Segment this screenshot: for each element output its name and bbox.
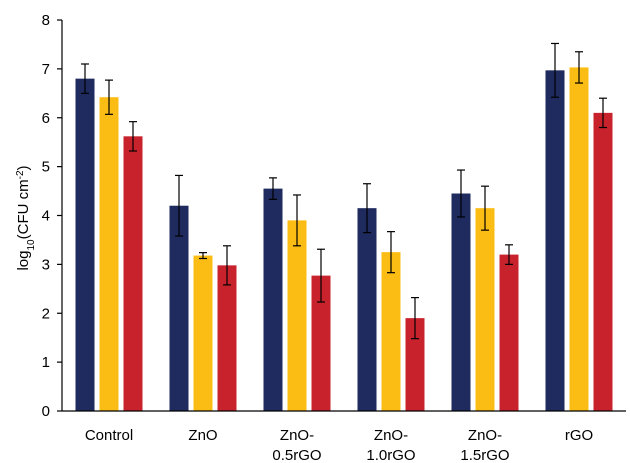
bar xyxy=(75,78,95,412)
x-category-label: ZnO- 1.5rGO xyxy=(460,427,509,463)
y-tick-label: 8 xyxy=(42,12,50,29)
x-axis-category-labels: Control ZnO ZnO- 0.5rGO ZnO- 1.0rGO ZnO- 1.5rGO… xyxy=(85,427,593,463)
bar xyxy=(545,70,565,411)
x-category-label-line: ZnO- xyxy=(468,427,502,444)
y-axis-title-suffix: ) xyxy=(15,165,32,170)
y-axis-title-middle: (CFU cm xyxy=(15,179,32,239)
bar xyxy=(475,208,495,411)
y-tick-label: 0 xyxy=(42,403,50,420)
x-category-label-line: rGO xyxy=(565,427,593,444)
x-category-label-line: 1.5rGO xyxy=(460,447,509,463)
bar xyxy=(405,318,425,411)
y-tick-label: 2 xyxy=(42,305,50,322)
bar xyxy=(569,67,589,411)
error-bars xyxy=(81,42,607,340)
x-category-label-line: 1.0rGO xyxy=(366,447,415,463)
bar xyxy=(263,188,283,411)
x-category-label: ZnO xyxy=(188,427,217,444)
bar xyxy=(593,112,613,412)
x-category-label: rGO xyxy=(565,427,593,444)
bar xyxy=(357,208,377,411)
x-category-label-line: ZnO xyxy=(188,427,217,444)
x-category-label: Control xyxy=(85,427,133,444)
bar xyxy=(169,205,189,411)
y-axis-title-subscript: 10 xyxy=(26,239,37,251)
x-category-label-line: ZnO- xyxy=(374,427,408,444)
x-category-label-line: ZnO- xyxy=(280,427,314,444)
bar xyxy=(123,136,143,411)
y-tick-label: 7 xyxy=(42,61,50,78)
y-axis-title-prefix: log xyxy=(15,251,32,271)
x-category-label-line: 0.5rGO xyxy=(272,447,321,463)
bar xyxy=(499,254,519,411)
y-tick-label: 1 xyxy=(42,354,50,371)
y-tick-label: 5 xyxy=(42,159,50,176)
x-category-label: ZnO- 1.0rGO xyxy=(366,427,415,463)
bar xyxy=(311,275,331,411)
y-tick-label: 6 xyxy=(42,110,50,127)
x-category-label-line: Control xyxy=(85,427,133,444)
y-axis-ticks: 0 1 2 3 4 5 6 7 8 xyxy=(42,12,62,420)
bar xyxy=(193,255,213,411)
bars xyxy=(75,67,613,412)
y-tick-label: 4 xyxy=(42,208,50,225)
y-tick-label: 3 xyxy=(42,256,50,273)
y-axis-title: log10(CFU cm-2) xyxy=(15,165,37,270)
bar xyxy=(381,252,401,411)
bar xyxy=(451,193,471,411)
bar xyxy=(217,265,237,411)
y-axis-title-superscript: -2 xyxy=(15,170,26,179)
x-category-label: ZnO- 0.5rGO xyxy=(272,427,321,463)
bar xyxy=(99,97,119,411)
bar xyxy=(287,220,307,411)
